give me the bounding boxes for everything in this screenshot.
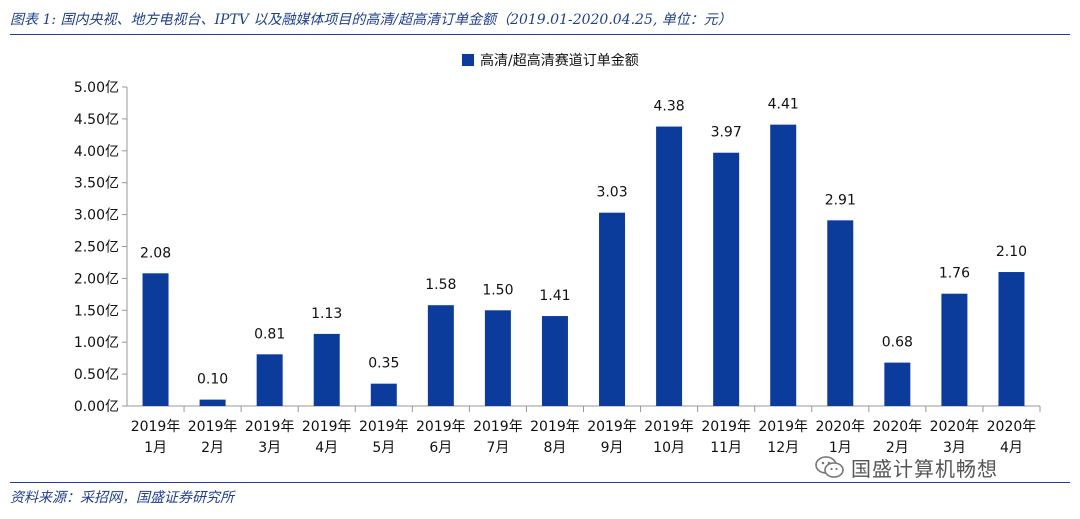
footer-divider: [10, 482, 1070, 483]
data-label: 1.76: [939, 266, 970, 282]
data-label: 2.10: [996, 244, 1027, 260]
x-tick-label-month: 7月: [486, 440, 509, 456]
y-tick-label: 1.00亿: [74, 335, 119, 351]
data-label: 1.58: [425, 277, 456, 293]
data-label: 2.91: [825, 192, 856, 208]
x-tick-label-year: 2019年: [359, 419, 409, 435]
bar: [427, 305, 454, 406]
bar: [998, 272, 1025, 406]
data-label: 3.03: [596, 185, 627, 201]
x-tick-label-month: 1月: [829, 440, 852, 456]
y-tick-label: 2.00亿: [74, 271, 119, 287]
bar: [656, 126, 683, 406]
data-label: 2.08: [140, 245, 171, 261]
x-tick-label-year: 2020年: [987, 419, 1037, 435]
bar: [199, 399, 226, 406]
bar: [599, 212, 626, 406]
x-tick-label-month: 6月: [429, 440, 452, 456]
data-label: 0.10: [197, 372, 228, 388]
x-tick-label-year: 2019年: [416, 419, 466, 435]
data-label: 3.97: [711, 125, 742, 141]
bar: [142, 273, 169, 406]
x-tick-label-year: 2019年: [758, 419, 808, 435]
bar: [941, 293, 968, 406]
x-tick-label-month: 1月: [144, 440, 167, 456]
bar: [484, 310, 511, 406]
x-tick-label-year: 2019年: [302, 419, 352, 435]
x-tick-label-month: 10月: [653, 440, 685, 456]
x-tick-label-year: 2019年: [644, 419, 694, 435]
data-label: 0.81: [254, 326, 285, 342]
y-tick-label: 3.00亿: [74, 208, 119, 224]
x-tick-label-year: 2019年: [131, 419, 181, 435]
figure-caption: 图表 1: 国内央视、地方电视台、IPTV 以及融媒体项目的高清/超高清订单金额…: [10, 12, 732, 28]
x-tick-label-year: 2019年: [473, 419, 523, 435]
x-tick-label-month: 3月: [258, 440, 281, 456]
watermark-text: 国盛计算机畅想: [851, 456, 998, 481]
y-tick-label: 3.50亿: [74, 176, 119, 192]
data-label: 1.41: [539, 288, 570, 304]
bar-chart: 0.00亿 0.50亿 1.00亿 1.50亿 2.00亿 2.50亿 3.00亿 3.50亿…: [74, 80, 1041, 456]
x-tick-label-year: 2019年: [701, 419, 751, 435]
source-note: 资料来源：采招网，国盛证券研究所: [10, 490, 234, 506]
bar: [256, 354, 283, 406]
x-tick-label-year: 2019年: [530, 419, 580, 435]
x-tick-label-month: 11月: [710, 440, 742, 456]
bar: [770, 124, 797, 406]
y-tick-label: 5.00亿: [74, 80, 119, 96]
y-tick-label: 0.50亿: [74, 367, 119, 383]
x-tick-label-year: 2019年: [587, 419, 637, 435]
x-tick-label-year: 2020年: [815, 419, 865, 435]
caption-divider: [10, 34, 1070, 35]
data-label: 0.68: [882, 335, 913, 351]
x-tick-label-month: 4月: [315, 440, 338, 456]
bar: [713, 152, 740, 406]
data-label: 0.35: [368, 356, 399, 372]
x-tick-label-month: 5月: [372, 440, 395, 456]
bar: [541, 316, 568, 406]
x-tick-label-year: 2020年: [930, 419, 980, 435]
x-tick-label-month: 8月: [544, 440, 567, 456]
bar: [884, 362, 911, 406]
wechat-icon: [815, 456, 844, 478]
bar: [370, 383, 397, 406]
x-tick-label-month: 2月: [201, 440, 224, 456]
data-label: 1.13: [311, 306, 342, 322]
legend-label: 高清/超高清赛道订单金额: [480, 53, 639, 69]
y-tick-label: 0.00亿: [74, 399, 119, 415]
legend-swatch: [462, 54, 474, 66]
chart-legend: 高清/超高清赛道订单金额: [462, 50, 639, 70]
y-tick-label: 4.00亿: [74, 144, 119, 160]
x-tick-label-year: 2020年: [873, 419, 923, 435]
x-tick-label-year: 2019年: [245, 419, 295, 435]
x-tick-label-year: 2019年: [188, 419, 238, 435]
data-label: 4.38: [654, 99, 685, 115]
x-tick-label-month: 12月: [767, 440, 799, 456]
x-tick-label-month: 9月: [601, 440, 624, 456]
y-tick-label: 1.50亿: [74, 303, 119, 319]
x-tick-label-month: 4月: [1000, 440, 1023, 456]
x-tick-label-month: 3月: [943, 440, 966, 456]
data-label: 4.41: [768, 97, 799, 113]
y-tick-label: 4.50亿: [74, 112, 119, 128]
watermark: 国盛计算机畅想: [815, 452, 998, 482]
data-label: 1.50: [482, 282, 513, 298]
y-tick-label: 2.50亿: [74, 240, 119, 256]
x-tick-label-month: 2月: [886, 440, 909, 456]
bar: [313, 333, 340, 406]
bar: [827, 220, 854, 406]
